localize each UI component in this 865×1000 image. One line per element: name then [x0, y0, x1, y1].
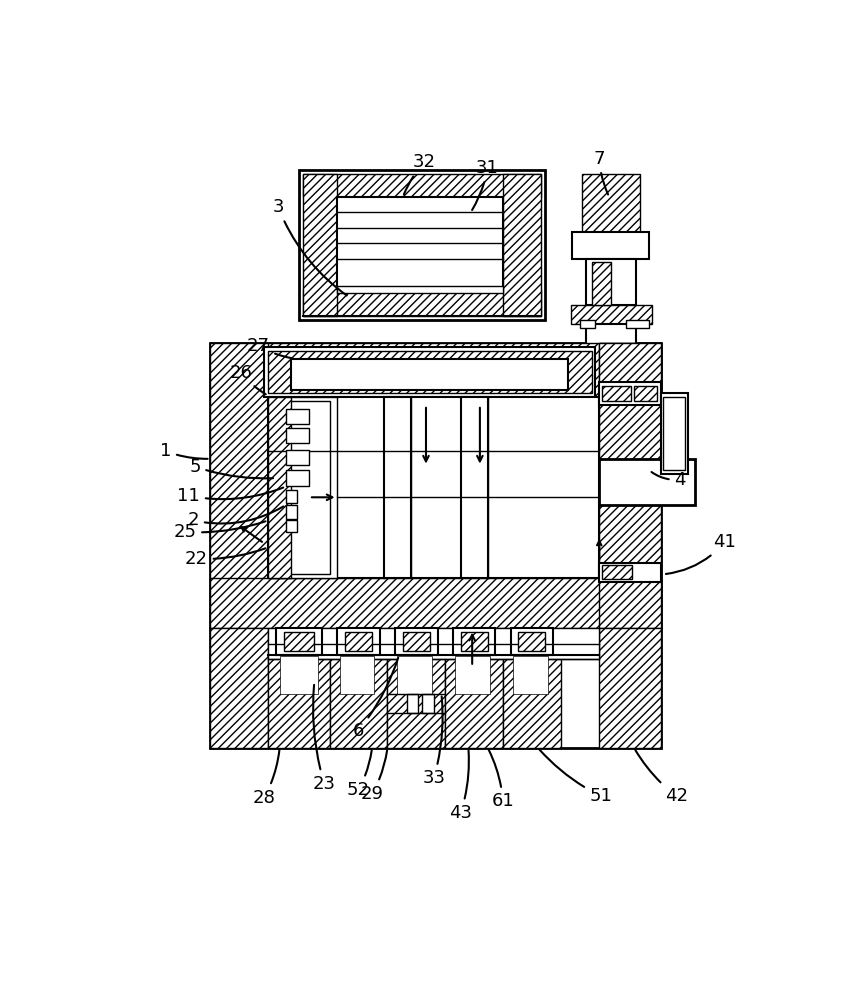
Text: 26: 26 [230, 364, 266, 394]
Bar [510, 628, 553, 655]
Bar [285, 470, 309, 486]
Bar [513, 656, 548, 694]
Bar [571, 363, 651, 386]
Bar [330, 655, 388, 748]
Text: 2: 2 [188, 506, 284, 529]
Text: 32: 32 [404, 153, 436, 194]
Bar [299, 170, 545, 320]
Text: 11: 11 [177, 487, 283, 505]
Bar [345, 632, 372, 651]
Bar [268, 397, 599, 578]
Bar [663, 397, 685, 470]
Bar [284, 632, 314, 651]
Bar [340, 656, 375, 694]
Bar [503, 655, 561, 748]
Bar [571, 305, 651, 324]
Bar [210, 628, 268, 748]
Bar [518, 632, 545, 651]
Bar [601, 565, 632, 579]
Bar [210, 343, 268, 628]
Bar [398, 656, 432, 694]
Text: 6: 6 [353, 658, 398, 740]
Text: 29: 29 [361, 750, 388, 803]
Bar [626, 320, 650, 328]
Bar [210, 578, 661, 628]
Bar [292, 359, 568, 389]
Bar [279, 656, 318, 694]
Bar [303, 174, 337, 316]
Bar [268, 655, 330, 748]
Text: 42: 42 [635, 750, 688, 805]
Bar [265, 347, 595, 397]
Bar [599, 459, 695, 505]
Text: 7: 7 [593, 149, 608, 194]
Bar [599, 578, 661, 628]
Bar [268, 397, 337, 578]
Bar [599, 563, 661, 582]
Bar [634, 386, 657, 401]
Bar [285, 428, 309, 443]
Text: 43: 43 [449, 750, 472, 822]
Bar [285, 409, 309, 424]
Bar [268, 628, 599, 659]
Bar [285, 450, 309, 465]
Bar [445, 655, 503, 748]
Bar [285, 490, 298, 503]
Text: 41: 41 [666, 533, 736, 574]
Bar [395, 628, 438, 655]
Bar [601, 386, 631, 401]
Text: 1: 1 [160, 442, 208, 460]
Bar [592, 262, 611, 305]
Bar [461, 397, 488, 578]
Text: 5: 5 [189, 458, 273, 478]
Text: 61: 61 [489, 750, 515, 810]
Text: 28: 28 [253, 750, 279, 807]
Bar [580, 320, 595, 328]
Bar [599, 628, 661, 748]
Bar [582, 174, 640, 232]
Bar [337, 286, 503, 293]
Bar [388, 655, 445, 748]
Bar [285, 505, 298, 519]
Bar [422, 694, 433, 713]
Text: 22: 22 [185, 548, 266, 568]
Text: 51: 51 [540, 750, 612, 805]
Text: 23: 23 [313, 685, 336, 793]
Text: 33: 33 [422, 696, 445, 787]
Bar [407, 694, 419, 713]
Bar [586, 324, 636, 363]
Bar [592, 389, 611, 428]
Text: 25: 25 [174, 521, 266, 541]
Bar [453, 628, 496, 655]
Bar [586, 259, 636, 305]
Bar [337, 628, 380, 655]
Bar [403, 632, 430, 651]
Bar [573, 232, 650, 259]
Text: 3: 3 [272, 198, 347, 295]
Text: 52: 52 [347, 750, 372, 799]
Bar [461, 632, 488, 651]
Bar [599, 343, 661, 628]
Bar [276, 401, 330, 574]
Bar [268, 351, 592, 393]
Bar [268, 397, 292, 578]
Bar [285, 520, 298, 532]
Bar [599, 382, 661, 405]
Bar [303, 289, 541, 316]
Text: 31: 31 [472, 159, 499, 210]
Bar [210, 343, 661, 397]
Bar [210, 343, 661, 628]
Bar [455, 656, 490, 694]
Bar [503, 174, 541, 316]
Bar [599, 343, 661, 459]
Bar [586, 386, 636, 428]
Bar [337, 197, 503, 289]
Text: 27: 27 [247, 337, 292, 358]
Bar [303, 174, 541, 197]
Bar [661, 393, 688, 474]
Bar [210, 628, 661, 748]
Bar [276, 628, 322, 655]
Bar [384, 397, 411, 578]
Text: 4: 4 [651, 471, 686, 489]
